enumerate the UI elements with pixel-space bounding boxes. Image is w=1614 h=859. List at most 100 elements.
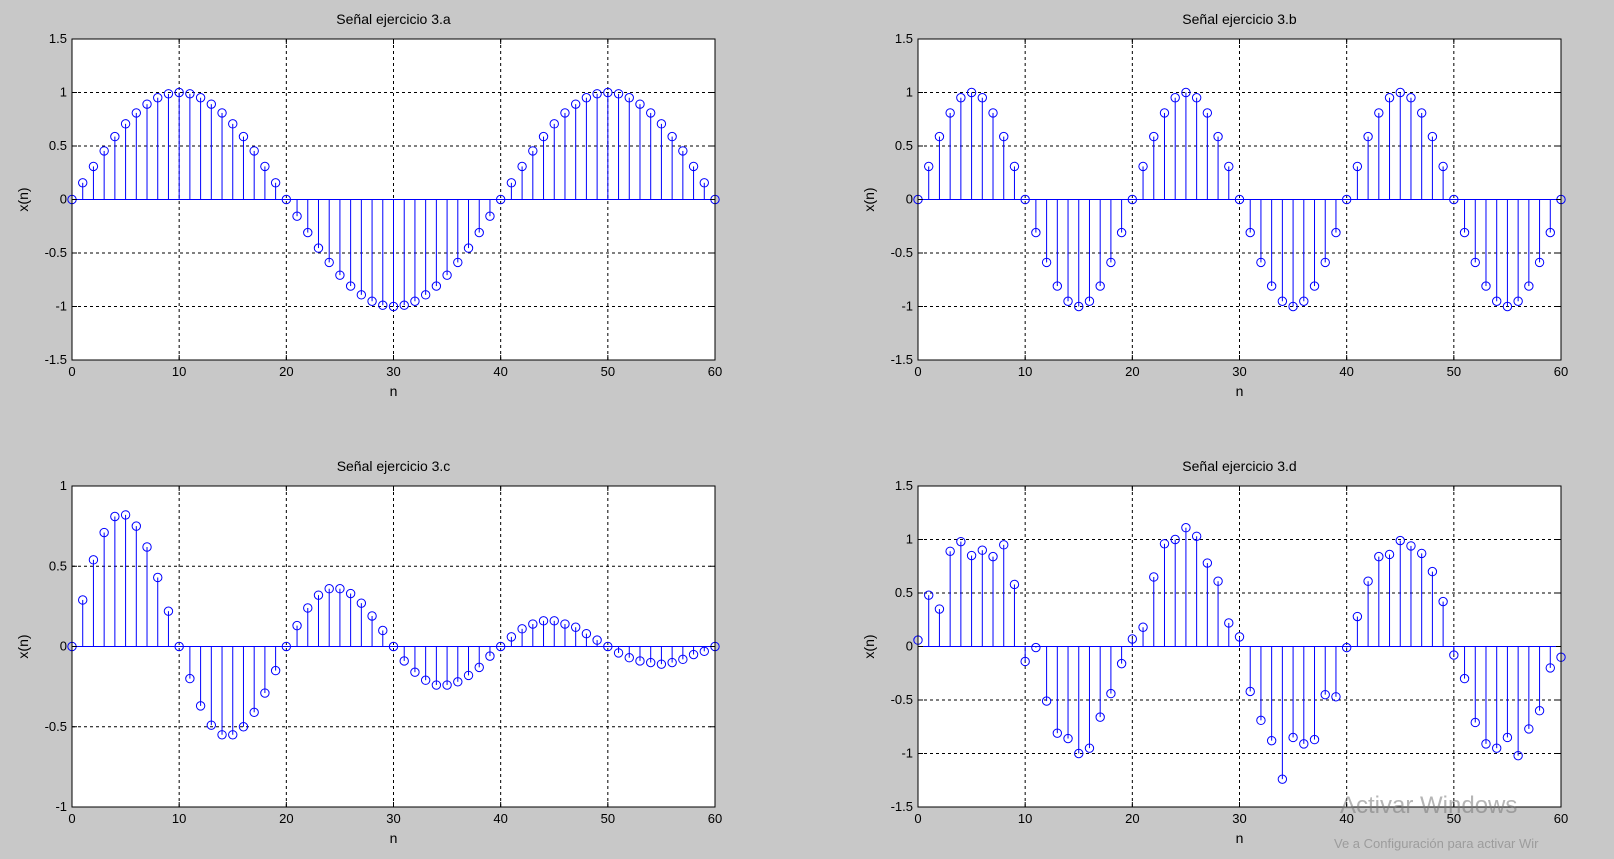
chart-title: Señal ejercicio 3.c: [337, 458, 451, 474]
stem-marker: [292, 211, 302, 221]
stem-marker: [1213, 131, 1223, 142]
stem-marker: [999, 540, 1009, 550]
stem-marker: [1031, 227, 1041, 238]
stem-marker: [1095, 281, 1105, 291]
stem-marker: [110, 131, 120, 142]
x-tick-label: 20: [279, 811, 293, 826]
stem-marker: [549, 616, 559, 626]
stem-marker: [570, 99, 581, 109]
stem-marker: [463, 243, 474, 253]
stem-marker: [1299, 739, 1309, 749]
stem-marker: [1502, 732, 1513, 743]
stem-marker: [388, 641, 399, 652]
stem-marker: [463, 670, 474, 681]
stem-marker: [1138, 622, 1148, 632]
x-tick-label: 20: [1125, 811, 1139, 826]
stem-marker: [592, 89, 602, 99]
stem-marker: [678, 146, 688, 156]
stem-marker: [1438, 161, 1448, 172]
stem-marker: [153, 93, 163, 103]
stem-marker: [281, 641, 292, 652]
stem-marker: [1266, 281, 1277, 291]
stem-marker: [1234, 632, 1245, 642]
stem-marker: [1245, 227, 1255, 238]
stem-marker: [131, 521, 142, 531]
y-tick-label: 1: [60, 478, 67, 493]
stem-marker: [88, 161, 99, 172]
stem-marker: [195, 93, 206, 103]
stem-marker: [1513, 750, 1523, 761]
stem-marker: [1191, 93, 1202, 103]
stem-marker: [1534, 706, 1545, 716]
stem-marker: [217, 108, 227, 118]
stem-marker: [1470, 257, 1480, 268]
x-tick-label: 50: [1447, 811, 1461, 826]
stem-marker: [646, 657, 656, 668]
stem-marker: [1052, 728, 1063, 738]
y-tick-label: -0.5: [891, 245, 913, 260]
stem-marker: [1492, 296, 1502, 306]
x-tick-label: 0: [914, 364, 921, 379]
stem-marker: [442, 680, 452, 690]
stem-marker: [635, 99, 645, 109]
x-tick-label: 10: [1018, 364, 1032, 379]
x-tick-label: 10: [172, 811, 186, 826]
stem-marker: [1406, 541, 1416, 551]
stem-marker: [1074, 748, 1084, 759]
stem-marker: [560, 619, 570, 629]
stem-marker: [153, 572, 163, 583]
stem-marker: [1352, 161, 1363, 172]
y-tick-label: 1: [906, 532, 913, 547]
x-tick-label: 40: [493, 811, 507, 826]
stem-marker: [517, 624, 527, 634]
stem-marker: [260, 688, 270, 698]
y-tick-label: -1.5: [891, 352, 913, 367]
x-tick-label: 30: [1232, 811, 1246, 826]
x-tick-label: 60: [1554, 811, 1568, 826]
x-tick-label: 60: [1554, 364, 1568, 379]
y-tick-label: -1: [55, 799, 67, 814]
x-tick-label: 30: [1232, 364, 1246, 379]
stem-marker: [495, 194, 506, 205]
y-tick-label: -1.5: [891, 799, 913, 814]
stem-marker: [1127, 634, 1138, 644]
stem-marker: [656, 659, 667, 669]
stem-marker: [185, 673, 195, 684]
stem-marker: [506, 632, 517, 642]
stem-marker: [270, 178, 281, 188]
stem-marker: [206, 720, 217, 730]
stem-marker: [324, 257, 334, 268]
y-tick-label: -0.5: [45, 245, 67, 260]
stem-marker: [485, 651, 495, 661]
y-tick-label: 0.5: [49, 558, 67, 573]
stem-marker: [345, 588, 356, 599]
stem-marker: [635, 656, 645, 666]
stem-marker: [1449, 650, 1459, 660]
stem-marker: [1181, 523, 1191, 533]
stem-marker: [956, 536, 966, 547]
x-tick-label: 0: [68, 364, 75, 379]
stem-marker: [1384, 93, 1395, 103]
stem-marker: [1224, 618, 1234, 628]
stem-marker: [1031, 642, 1041, 653]
stem-marker: [120, 119, 131, 129]
stem-marker: [1481, 281, 1491, 291]
stem-marker: [977, 545, 987, 555]
stem-marker: [1320, 689, 1330, 700]
stem-marker: [1406, 93, 1416, 103]
stem-marker: [1545, 227, 1555, 238]
stem-marker: [1502, 301, 1513, 312]
y-tick-label: 1.5: [49, 31, 67, 46]
stem-marker: [442, 270, 452, 280]
stem-marker: [945, 546, 955, 556]
stem-marker: [356, 598, 367, 608]
y-axis-label: x(n): [861, 634, 877, 658]
stem-marker: [1181, 87, 1191, 98]
stem-marker: [517, 161, 527, 172]
stem-marker: [934, 131, 945, 142]
stem-marker: [345, 281, 356, 291]
stem-marker: [270, 665, 281, 676]
x-tick-label: 0: [914, 811, 921, 826]
stem-marker: [1234, 194, 1245, 205]
stem-marker: [1149, 131, 1159, 142]
